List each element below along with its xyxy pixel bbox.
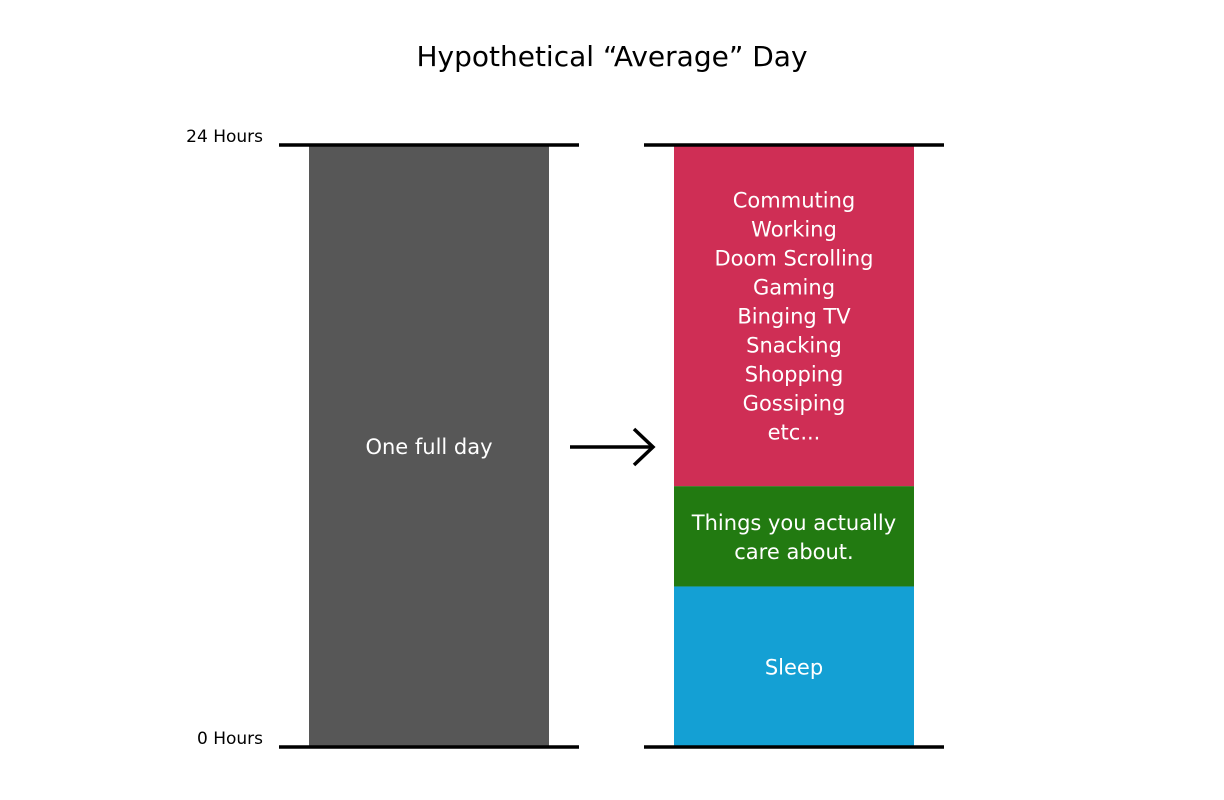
arrow-head-icon <box>632 427 656 467</box>
segment-label: Commuting <box>733 189 855 213</box>
y-tick-label: 24 Hours <box>186 127 263 147</box>
segment-label: One full day <box>365 435 492 459</box>
bar-segment <box>674 145 914 487</box>
segment-label: Gossiping <box>743 392 846 416</box>
segment-label: Sleep <box>765 656 823 680</box>
segment-label: Doom Scrolling <box>714 247 873 271</box>
segment-label: Binging TV <box>737 305 851 329</box>
bar-segment <box>674 486 914 587</box>
chart-title: Hypothetical “Average” Day <box>416 40 807 73</box>
bar-segment <box>674 586 914 747</box>
segment-label: Snacking <box>746 334 842 358</box>
segment-label: Gaming <box>753 276 835 300</box>
segment-label: Things you actually <box>691 511 896 535</box>
y-tick-label: 0 Hours <box>197 729 263 749</box>
segment-label: etc... <box>768 421 821 445</box>
segment-label: care about. <box>734 540 853 564</box>
bar-segment <box>309 145 549 747</box>
segment-label: Shopping <box>745 363 844 387</box>
segment-label: Working <box>751 218 837 242</box>
